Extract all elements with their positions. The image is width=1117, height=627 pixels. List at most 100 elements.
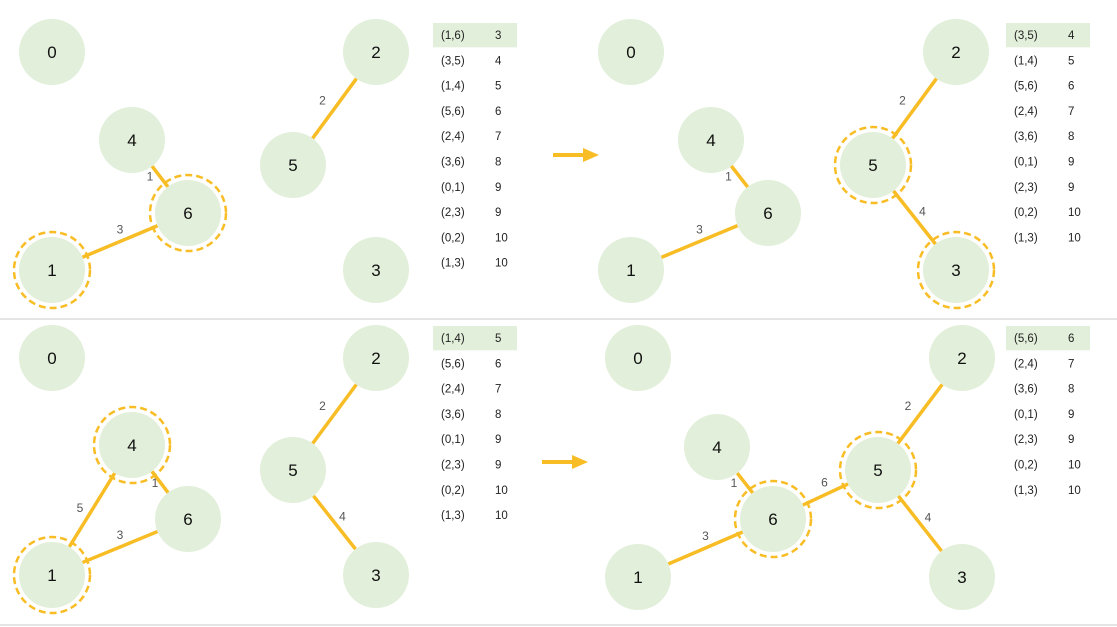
- edge-1-6: [81, 529, 159, 565]
- table-cell-edge: (1,4): [441, 333, 465, 345]
- edge-5-2: [891, 77, 938, 140]
- table-cell-weight: 9: [1068, 157, 1074, 169]
- table-cell-edge: (0,2): [1014, 460, 1038, 472]
- edge-weight-label: 2: [905, 399, 912, 413]
- table-cell-edge: (0,2): [1014, 207, 1038, 219]
- highlight-ring-node-1: [12, 230, 92, 310]
- edge-weight-label: 3: [117, 528, 124, 542]
- table-cell-weight: 10: [495, 232, 508, 244]
- highlight-ring-node-6: [148, 173, 228, 253]
- node-6: [155, 180, 221, 246]
- node-4: [99, 107, 165, 173]
- table-row-highlight: [1006, 23, 1090, 48]
- edges-layer: 1 3 2 1 3 2 4 1 3 5 2 4 1 3 6 2 4: [67, 77, 944, 566]
- node-label: 4: [712, 438, 721, 457]
- edge-weight-label: 1: [725, 170, 732, 184]
- table-cell-edge: (2,4): [441, 384, 465, 396]
- table-cell-weight: 10: [1068, 207, 1081, 219]
- node-6: [155, 486, 221, 552]
- edge-weight-label: 4: [919, 205, 926, 219]
- edge-weight-label: 1: [152, 476, 159, 490]
- node-label: 1: [47, 261, 56, 280]
- table-cell-weight: 10: [495, 258, 508, 270]
- table-cell-edge: (1,3): [441, 510, 465, 522]
- node-label: 6: [183, 204, 192, 223]
- highlight-ring-node-1: [12, 535, 92, 615]
- table-cell-weight: 3: [495, 30, 501, 42]
- edge-5-3: [897, 494, 943, 553]
- table-cell-weight: 8: [495, 409, 501, 421]
- table-cell-edge: (3,6): [1014, 384, 1038, 396]
- edge-1-6: [667, 530, 744, 566]
- node-0: [598, 19, 664, 85]
- table-cell-edge: (3,5): [1014, 30, 1038, 42]
- step-arrow-top: [553, 148, 599, 162]
- table-cell-weight: 9: [1068, 434, 1074, 446]
- table-cell-weight: 7: [495, 384, 501, 396]
- node-label: 4: [706, 131, 715, 150]
- table-cell-weight: 4: [1068, 30, 1075, 42]
- node-0: [19, 325, 85, 391]
- table-cell-weight: 7: [1068, 358, 1074, 370]
- table-cell-edge: (2,4): [1014, 106, 1038, 118]
- table-cell-weight: 10: [1068, 232, 1081, 244]
- table-cell-edge: (2,3): [441, 460, 465, 472]
- highlight-ring-node-3: [916, 230, 996, 310]
- highlight-rings-layer: [12, 125, 996, 615]
- node-4: [678, 107, 744, 173]
- highlight-ring-node-4: [92, 405, 172, 485]
- node-label: 5: [868, 156, 877, 175]
- node-label: 2: [957, 349, 966, 368]
- edge-weight-label: 2: [899, 94, 906, 108]
- table-cell-edge: (5,6): [1014, 333, 1038, 345]
- step-arrow-bottom: [542, 455, 588, 469]
- edge-1-6: [660, 224, 739, 259]
- node-label: 0: [626, 43, 635, 62]
- table-cell-weight: 6: [495, 358, 501, 370]
- table-cell-edge: (1,4): [1014, 55, 1038, 67]
- table-cell-weight: 6: [1068, 81, 1074, 93]
- edge-weight-label: 4: [339, 510, 346, 524]
- node-1: [598, 237, 664, 303]
- edge-weight-label: 5: [77, 501, 84, 515]
- table-cell-edge: (1,3): [1014, 485, 1038, 497]
- table-cell-edge: (5,6): [441, 358, 465, 370]
- table-cell-weight: 7: [1068, 106, 1074, 118]
- node-label: 3: [957, 568, 966, 587]
- table-cell-weight: 9: [495, 460, 501, 472]
- table-cell-weight: 5: [495, 81, 501, 93]
- node-4: [99, 412, 165, 478]
- table-cell-weight: 10: [495, 485, 508, 497]
- edge-weight-label: 2: [319, 94, 326, 108]
- table-cell-weight: 5: [495, 333, 501, 345]
- table-cell-weight: 8: [1068, 384, 1074, 396]
- node-label: 4: [127, 436, 136, 455]
- table-cell-edge: (0,1): [1014, 409, 1038, 421]
- table-cell-edge: (3,6): [441, 409, 465, 421]
- node-label: 6: [768, 510, 777, 529]
- edge-weight-label: 4: [925, 511, 932, 525]
- node-0: [19, 19, 85, 85]
- node-label: 5: [288, 461, 297, 480]
- table-cell-weight: 9: [495, 182, 501, 194]
- edge-5-3: [312, 494, 357, 551]
- node-label: 3: [371, 261, 380, 280]
- edge-4-6: [150, 165, 170, 188]
- node-0: [605, 325, 671, 391]
- table-cell-weight: 5: [1068, 55, 1074, 67]
- table-cell-edge: (1,4): [441, 81, 465, 93]
- edge-5-2: [311, 77, 358, 140]
- node-3: [929, 544, 995, 610]
- table-cell-weight: 4: [495, 55, 502, 67]
- edge-weight-label: 3: [702, 529, 709, 543]
- table-row-highlight: [433, 23, 517, 48]
- table-cell-edge: (3,6): [441, 157, 465, 169]
- node-5: [260, 437, 326, 503]
- table-cell-weight: 9: [495, 207, 501, 219]
- node-label: 0: [633, 349, 642, 368]
- tables-layer: (1,6) 3 (3,5) 4 (1,4) 5 (5,6) 6 (2,4) 7 (3,6) 8 (0,1…: [433, 23, 1090, 522]
- table-cell-weight: 8: [1068, 131, 1074, 143]
- node-3: [923, 237, 989, 303]
- node-5: [840, 132, 906, 198]
